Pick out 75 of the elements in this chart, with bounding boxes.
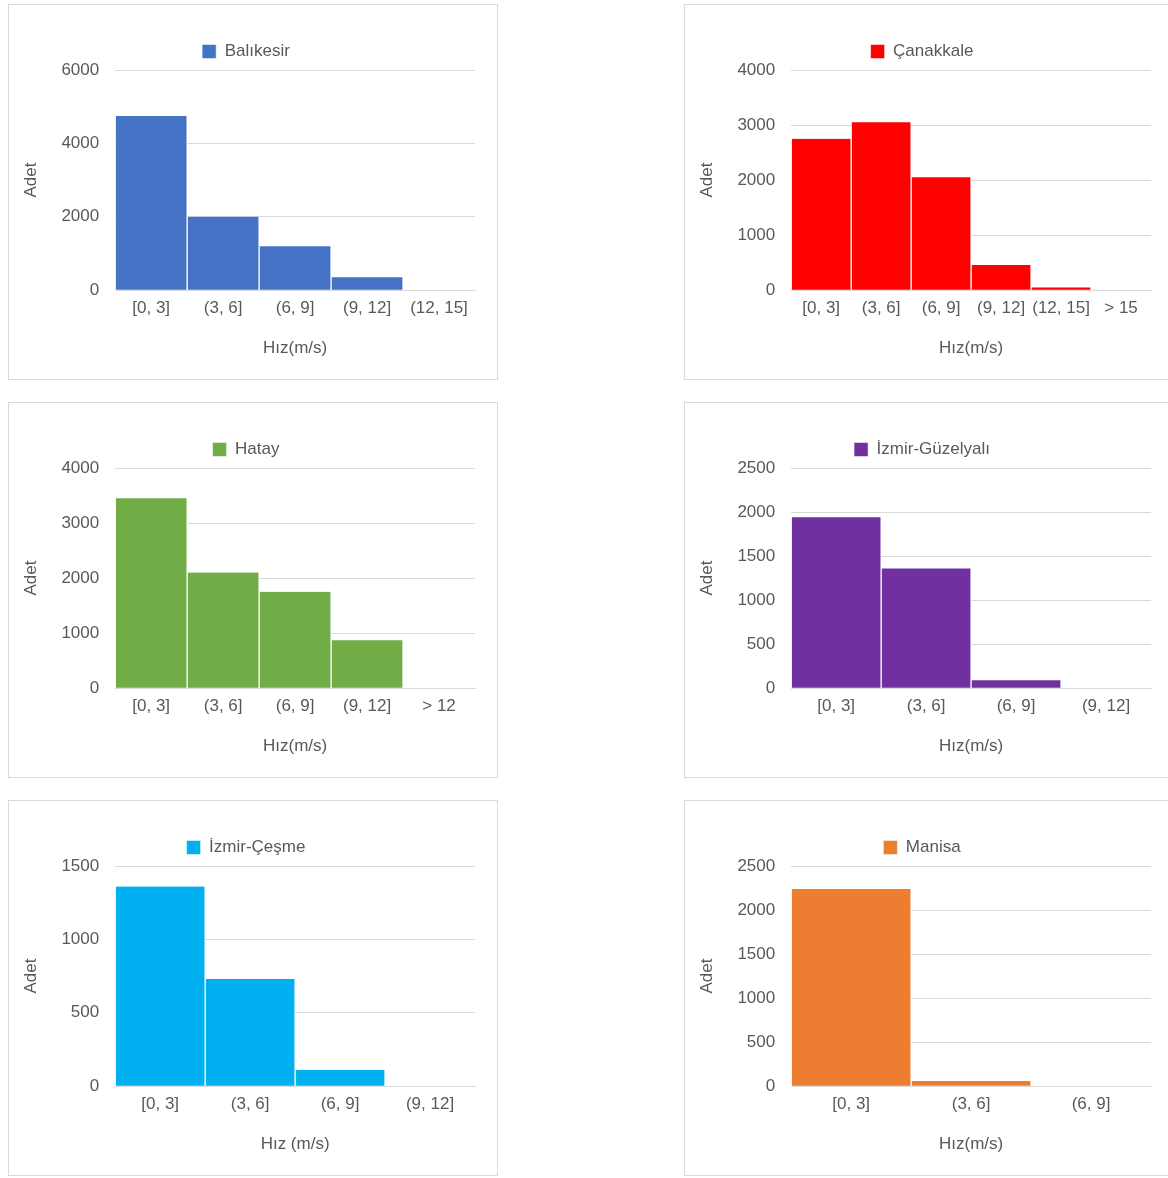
y-tick-label: 6000	[61, 59, 100, 79]
y-tick-label: 2000	[737, 169, 776, 189]
y-tick-label: 500	[746, 633, 776, 653]
legend-label: İzmir-Güzelyalı	[876, 439, 990, 459]
x-tick-label: > 12	[422, 696, 456, 716]
y-tick-label: 2000	[61, 567, 100, 587]
y-tick-label: 0	[765, 1075, 776, 1095]
x-tick-label: (9, 12]	[1081, 696, 1131, 716]
y-tick-label: 0	[765, 279, 776, 299]
y-tick-label: 4000	[61, 133, 100, 153]
x-tick-label: [0, 3]	[832, 1094, 871, 1114]
x-tick-label: [0, 3]	[132, 696, 171, 716]
legend-label: Çanakkale	[893, 41, 974, 61]
x-tick-label: (9, 12]	[976, 298, 1026, 318]
x-tick-label: [0, 3]	[132, 298, 171, 318]
y-tick-label: 0	[89, 677, 100, 697]
y-tick-label: 1000	[737, 589, 776, 609]
x-axis-title: Hız(m/s)	[263, 736, 328, 756]
y-axis-title: Adet	[20, 958, 40, 994]
y-tick-label: 1000	[61, 929, 100, 949]
x-tick-label: (3, 6]	[230, 1094, 270, 1114]
x-tick-label: (3, 6]	[951, 1094, 991, 1114]
x-tick-label: (12, 15]	[410, 298, 468, 318]
y-tick-label: 4000	[737, 59, 776, 79]
x-tick-label: (3, 6]	[203, 696, 243, 716]
x-axis-title: Hız(m/s)	[939, 338, 1004, 358]
y-tick-label: 1000	[61, 622, 100, 642]
x-tick-label: (6, 9]	[275, 696, 315, 716]
x-axis-title: Hız (m/s)	[260, 1134, 330, 1154]
x-tick-label: > 15	[1104, 298, 1138, 318]
y-tick-label: 0	[89, 1075, 100, 1095]
y-axis-title: Adet	[20, 560, 40, 596]
y-axis-title: Adet	[20, 162, 40, 198]
y-axis-title: Adet	[696, 162, 716, 198]
x-tick-label: (6, 9]	[320, 1094, 360, 1114]
x-tick-label: (9, 12]	[342, 298, 392, 318]
x-tick-label: (3, 6]	[906, 696, 946, 716]
y-axis-title: Adet	[696, 560, 716, 596]
x-tick-label: (6, 9]	[275, 298, 315, 318]
x-tick-label: (3, 6]	[203, 298, 243, 318]
legend-label: Manisa	[905, 837, 962, 857]
x-tick-label: (6, 9]	[921, 298, 961, 318]
y-tick-label: 3000	[737, 114, 776, 134]
x-tick-label: (9, 12]	[405, 1094, 455, 1114]
y-tick-label: 500	[746, 1031, 776, 1051]
x-tick-label: [0, 3]	[141, 1094, 180, 1114]
x-tick-label: [0, 3]	[802, 298, 841, 318]
x-tick-label: (6, 9]	[1071, 1094, 1111, 1114]
x-tick-label: [0, 3]	[817, 696, 856, 716]
y-tick-label: 1500	[61, 855, 100, 875]
x-tick-label: (6, 9]	[996, 696, 1036, 716]
y-tick-label: 2000	[737, 501, 776, 521]
y-tick-label: 2000	[737, 899, 776, 919]
y-tick-label: 500	[70, 1002, 100, 1022]
y-tick-label: 2500	[737, 457, 776, 477]
x-tick-label: (9, 12]	[342, 696, 392, 716]
y-tick-label: 3000	[61, 512, 100, 532]
x-axis-title: Hız(m/s)	[939, 1134, 1004, 1154]
y-tick-label: 1500	[737, 545, 776, 565]
legend-label: Hatay	[235, 439, 280, 459]
y-tick-label: 4000	[61, 457, 100, 477]
y-tick-label: 0	[765, 677, 776, 697]
legend-label: Balıkesir	[224, 41, 291, 61]
x-axis-title: Hız(m/s)	[939, 736, 1004, 756]
legend-label: İzmir-Çeşme	[209, 837, 306, 857]
y-tick-label: 1500	[737, 943, 776, 963]
y-axis-title: Adet	[696, 958, 716, 994]
y-tick-label: 0	[89, 279, 100, 299]
x-tick-label: (12, 15]	[1032, 298, 1090, 318]
x-axis-title: Hız(m/s)	[263, 338, 328, 358]
y-tick-label: 2500	[737, 855, 776, 875]
y-tick-label: 2000	[61, 206, 100, 226]
y-tick-label: 1000	[737, 987, 776, 1007]
x-tick-label: (3, 6]	[861, 298, 901, 318]
y-tick-label: 1000	[737, 224, 776, 244]
